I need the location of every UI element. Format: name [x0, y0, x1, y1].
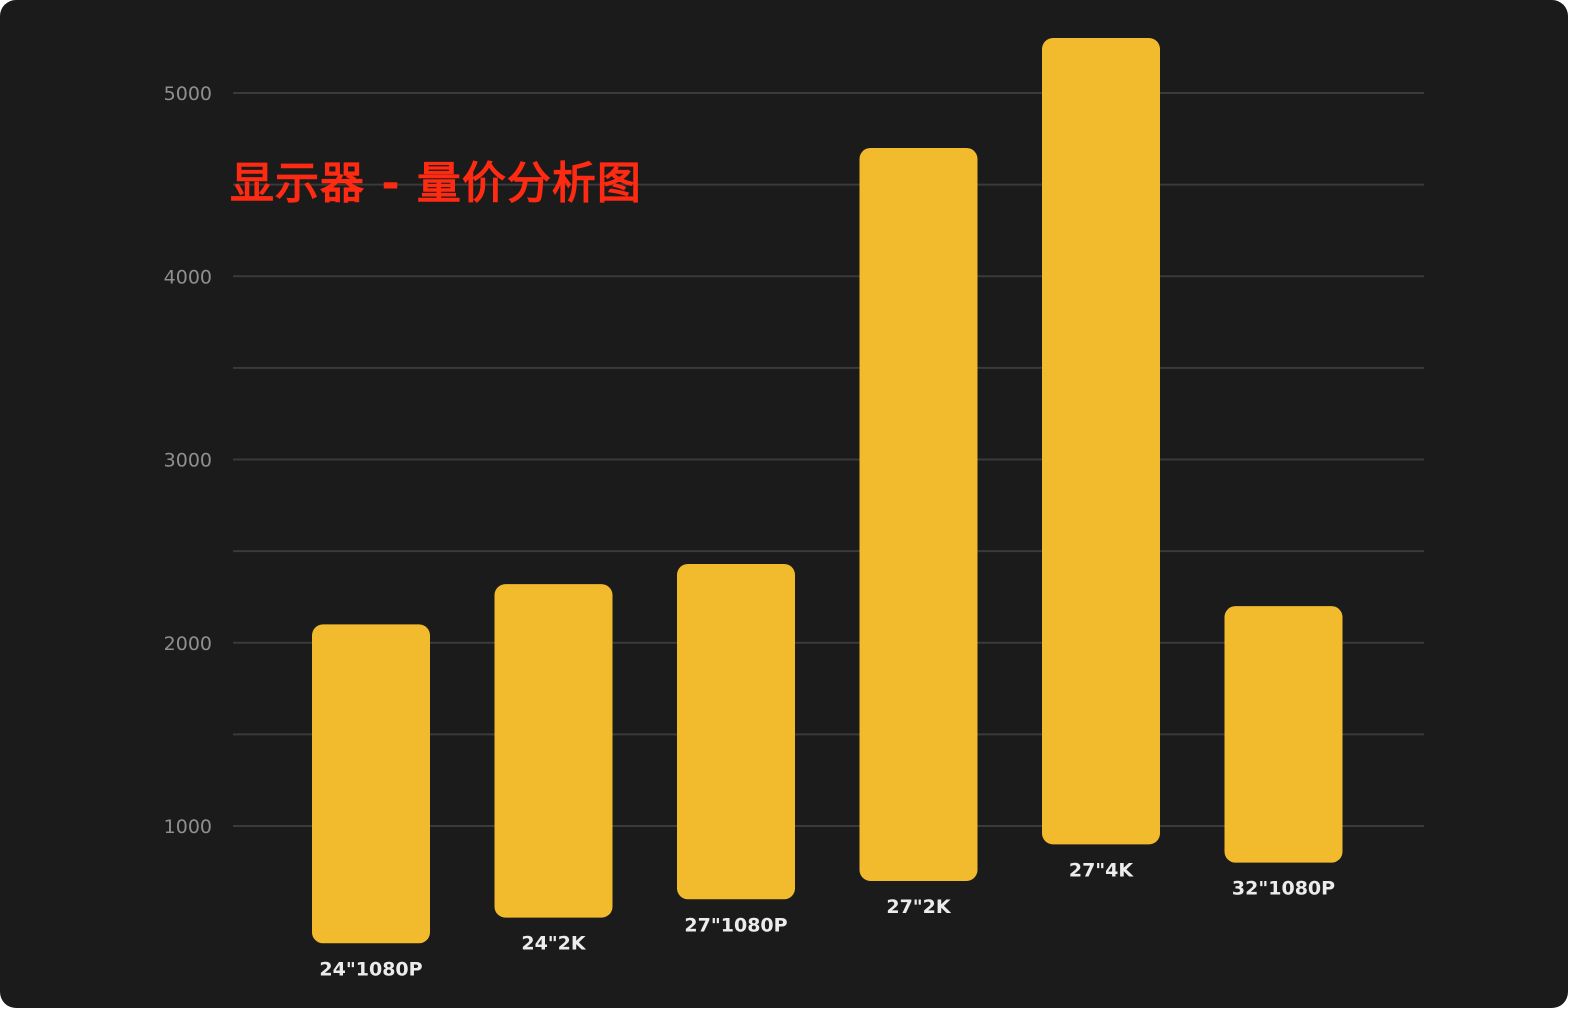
- category-label: 27"2K: [886, 896, 952, 918]
- bar: [494, 584, 613, 918]
- bar: [312, 624, 430, 944]
- y-tick-label: 3000: [164, 450, 212, 472]
- category-label: 32"1080P: [1232, 878, 1335, 900]
- bar: [1042, 38, 1160, 845]
- bar: [677, 563, 795, 900]
- bar: [859, 147, 978, 881]
- y-tick-label: 2000: [164, 633, 212, 655]
- y-tick-label: 1000: [164, 816, 212, 838]
- bar: [1224, 606, 1343, 863]
- y-axis: 1000 2000 3000 4000 5000: [164, 83, 212, 838]
- y-tick-label: 5000: [164, 83, 212, 105]
- y-tick-label: 4000: [164, 266, 212, 288]
- category-label: 24"2K: [521, 933, 587, 955]
- category-label: 24"1080P: [319, 958, 422, 980]
- bar-layer: [312, 38, 1343, 944]
- x-axis: 24"1080P 24"2K 27"1080P 27"2K 27"4K 32"1080P: [319, 859, 1335, 980]
- category-label: 27"4K: [1069, 859, 1135, 881]
- category-label: 27"1080P: [684, 914, 787, 936]
- grid-layer: [233, 92, 1424, 827]
